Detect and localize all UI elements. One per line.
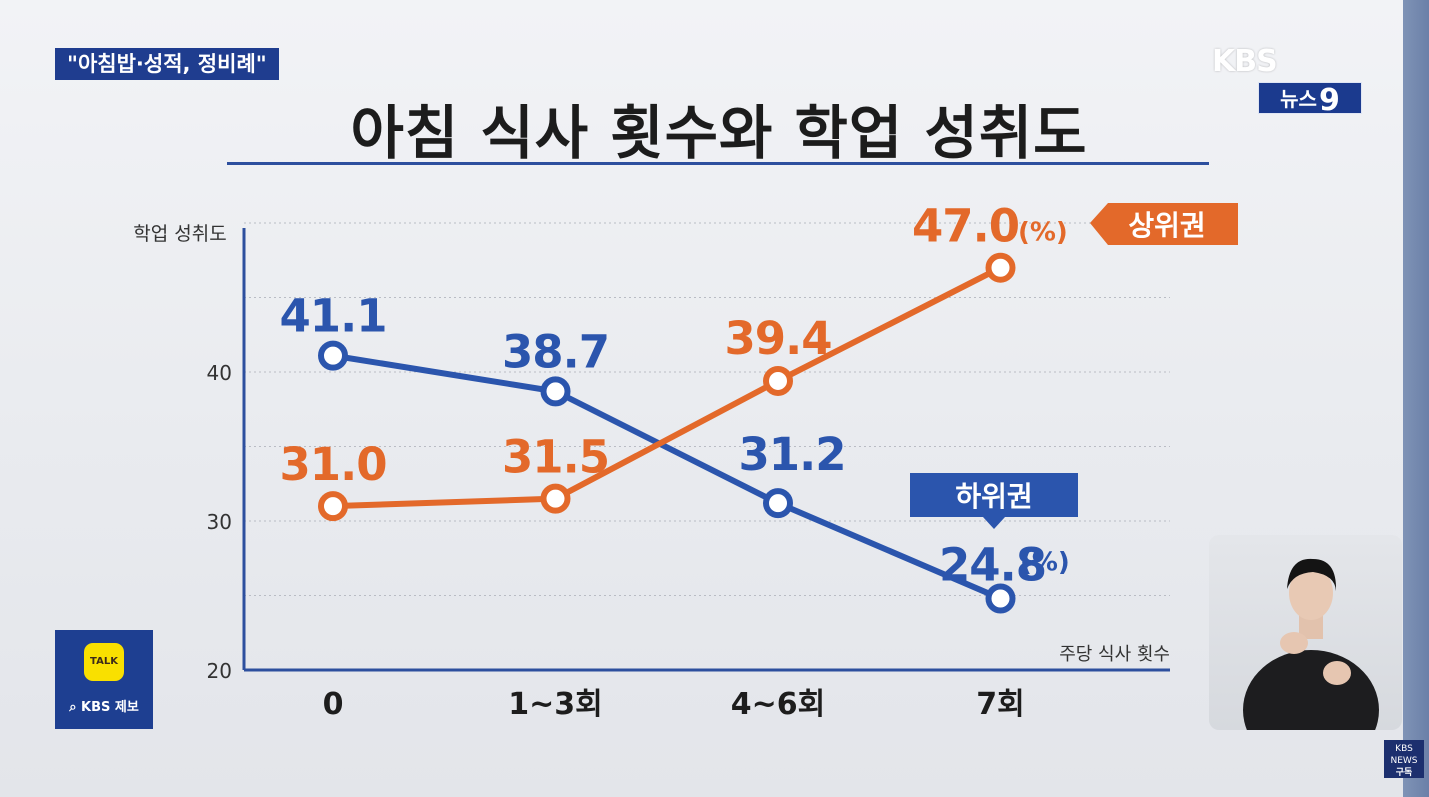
data-point-marker bbox=[540, 483, 571, 514]
data-point-marker bbox=[318, 491, 348, 522]
unit-label-lower: (%) bbox=[1020, 547, 1070, 577]
data-point-marker bbox=[763, 488, 793, 519]
news9-badge: 뉴스9 bbox=[1258, 82, 1362, 117]
legend-label-upper: 상위권 bbox=[1128, 209, 1205, 242]
data-label: 31.2 bbox=[738, 428, 845, 481]
news-label: 뉴스 bbox=[1280, 87, 1317, 111]
topic-tag: "아침밥·성적, 정비례" bbox=[55, 48, 279, 80]
series-line-upper bbox=[332, 265, 1002, 510]
unit-label-upper: (%) bbox=[1018, 218, 1068, 248]
data-label: 31.0 bbox=[279, 438, 386, 491]
legend-box-lower bbox=[910, 473, 1078, 529]
y-tick-label: 30 bbox=[207, 510, 232, 534]
legend-label-lower: 하위권 bbox=[955, 480, 1032, 513]
x-tick-label: 7회 bbox=[976, 687, 1024, 722]
sign-language-interpreter-inset bbox=[1209, 535, 1402, 730]
interpreter-figure bbox=[1243, 558, 1379, 730]
kbs-logo: KBS bbox=[1212, 44, 1278, 79]
subscribe-logo-text: KBS NEWS bbox=[1390, 744, 1418, 766]
kakao-report-button[interactable]: TALK ⌕ KBS 제보 bbox=[55, 630, 153, 729]
x-tick-label: 4~6회 bbox=[731, 687, 826, 722]
data-point-marker bbox=[540, 376, 571, 407]
kakao-report-label: ⌕ KBS 제보 bbox=[69, 700, 139, 715]
x-tick-label: 0 bbox=[323, 687, 344, 722]
data-point-marker bbox=[318, 340, 348, 371]
y-tick-label: 20 bbox=[207, 659, 232, 683]
y-axis-title: 학업 성취도 bbox=[133, 223, 226, 245]
data-label: 31.5 bbox=[502, 431, 609, 484]
series-line-lower bbox=[332, 352, 1002, 602]
legend-box-upper bbox=[1090, 203, 1238, 245]
title-underline bbox=[227, 162, 1209, 165]
subscribe-button[interactable]: KBS NEWS 구독 bbox=[1384, 740, 1424, 778]
kakao-talk-icon: TALK bbox=[84, 643, 124, 681]
news-number: 9 bbox=[1318, 83, 1340, 118]
data-point-marker bbox=[763, 365, 793, 396]
data-point-marker bbox=[985, 583, 1016, 614]
subscribe-label: 구독 bbox=[1395, 768, 1413, 778]
x-tick-label: 1~3회 bbox=[508, 687, 603, 722]
data-label: 38.7 bbox=[502, 325, 609, 378]
data-label: 39.4 bbox=[724, 312, 831, 365]
data-point-marker bbox=[985, 252, 1016, 283]
page-title: 아침 식사 횟수와 학업 성취도 bbox=[350, 99, 1088, 167]
x-axis-title: 주당 식사 횟수 bbox=[1059, 644, 1170, 665]
data-label: 41.1 bbox=[279, 290, 386, 343]
data-label: 47.0 bbox=[912, 200, 1019, 253]
y-tick-label: 40 bbox=[207, 361, 232, 385]
right-edge-band bbox=[1403, 0, 1429, 797]
data-label: 24.8 bbox=[939, 538, 1046, 591]
